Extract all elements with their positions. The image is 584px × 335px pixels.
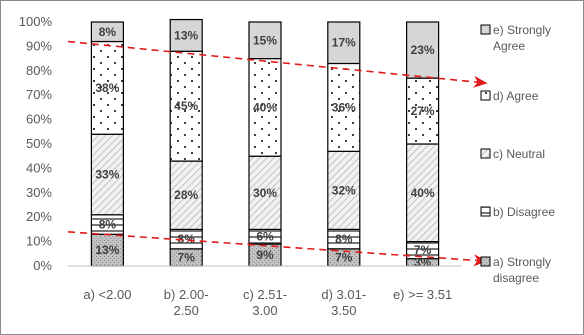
data-label: 33% [95,168,119,182]
bar-segment-a [406,77,440,145]
data-label: 23% [411,43,435,57]
bar-segment-sa [169,18,203,52]
y-tick-label: 10% [26,234,52,249]
data-label: 6% [256,230,274,244]
legend-item-sd: a) Strongly disagree [480,255,551,285]
data-label: 36% [332,100,356,114]
legend-label: a) Strongly [493,255,551,269]
data-label: 15% [253,33,277,47]
data-label: 13% [174,28,198,42]
y-tick-label: 80% [26,63,52,78]
legend-swatch [480,90,491,101]
y-axis: 0% 10% 20% 30% 40% 50% 60% 70% 80% 90% 100% [19,14,53,273]
bar-segment-a [169,50,203,162]
bar-segment-sa [327,21,361,65]
legend-item-sa: e) Strongly Agree [480,23,551,53]
y-tick-label: 40% [26,160,52,175]
x-tick-label: e) >= 3.51 [393,287,452,302]
y-tick-label: 60% [26,112,52,127]
legend-item-a: d) Agree [480,89,539,103]
y-tick-label: 20% [26,209,52,224]
legend-label: disagree [493,271,539,285]
bar-segment-n [169,160,203,231]
data-label: 17% [332,36,356,50]
data-label: 8% [178,232,196,246]
bars: 13% 8% 33% 38% 8% 7% 8% 28% 45% 13% 9% 6% 30% 40% 15% 7… [90,18,440,269]
bar-segment-a [248,57,282,157]
legend-label: d) Agree [493,89,539,103]
legend-swatch [480,148,491,159]
trend-arrow [67,231,488,267]
legend-label: Agree [493,39,525,53]
data-label: 7% [178,250,196,264]
y-tick-label: 70% [26,87,52,102]
legend-label: b) Disagree [493,205,555,219]
x-tick-label: a) <2.00 [83,287,131,302]
legend: e) Strongly Agree d) Agree c) Neutral b) Dis… [480,23,555,285]
bar-segment-sa [90,21,125,43]
data-label: 7% [414,243,432,257]
legend-item-n: c) Neutral [480,147,545,161]
data-label: 13% [95,243,119,257]
data-label: 32% [332,183,356,197]
legend-label: c) Neutral [493,147,545,161]
data-label: 8% [99,218,117,232]
y-tick-label: 100% [19,14,53,29]
legend-swatch [480,24,491,35]
x-tick-label: b) 2.00- [164,287,209,302]
legend-swatch [480,256,491,267]
y-tick-label: 0% [33,258,52,273]
bar-segment-n [90,133,125,216]
trend-arrows [67,40,488,267]
legend-item-d: b) Disagree [480,205,555,219]
data-label: 8% [335,232,353,246]
trend-arrow [67,40,488,88]
data-label: 38% [95,81,119,95]
bar-segment-a [327,62,361,152]
bar-segment-a [90,40,125,135]
data-label: 7% [335,250,353,264]
x-tick-label: 2.50 [174,303,199,318]
x-tick-label: 3.50 [331,303,356,318]
data-label: 45% [174,99,198,113]
x-tick-label: c) 2.51- [243,287,287,302]
data-label: 40% [253,100,277,114]
bar-segment-sa [406,21,440,79]
legend-swatch [480,206,491,217]
data-label: 40% [411,186,435,200]
y-tick-label: 90% [26,38,52,53]
data-label: 30% [253,186,277,200]
data-label: 28% [174,188,198,202]
x-axis: a) <2.00 b) 2.00-2.50 c) 2.51-3.00 d) 3.01-… [68,265,462,318]
x-tick-label: 3.00 [252,303,277,318]
data-label: 27% [411,104,435,118]
bar-segment-sa [248,21,282,60]
data-label: 9% [256,248,274,262]
data-label: 8% [99,25,117,39]
x-tick-label: d) 3.01- [321,287,366,302]
y-tick-label: 50% [26,136,52,151]
y-tick-label: 30% [26,185,52,200]
legend-label: e) Strongly [493,23,551,37]
